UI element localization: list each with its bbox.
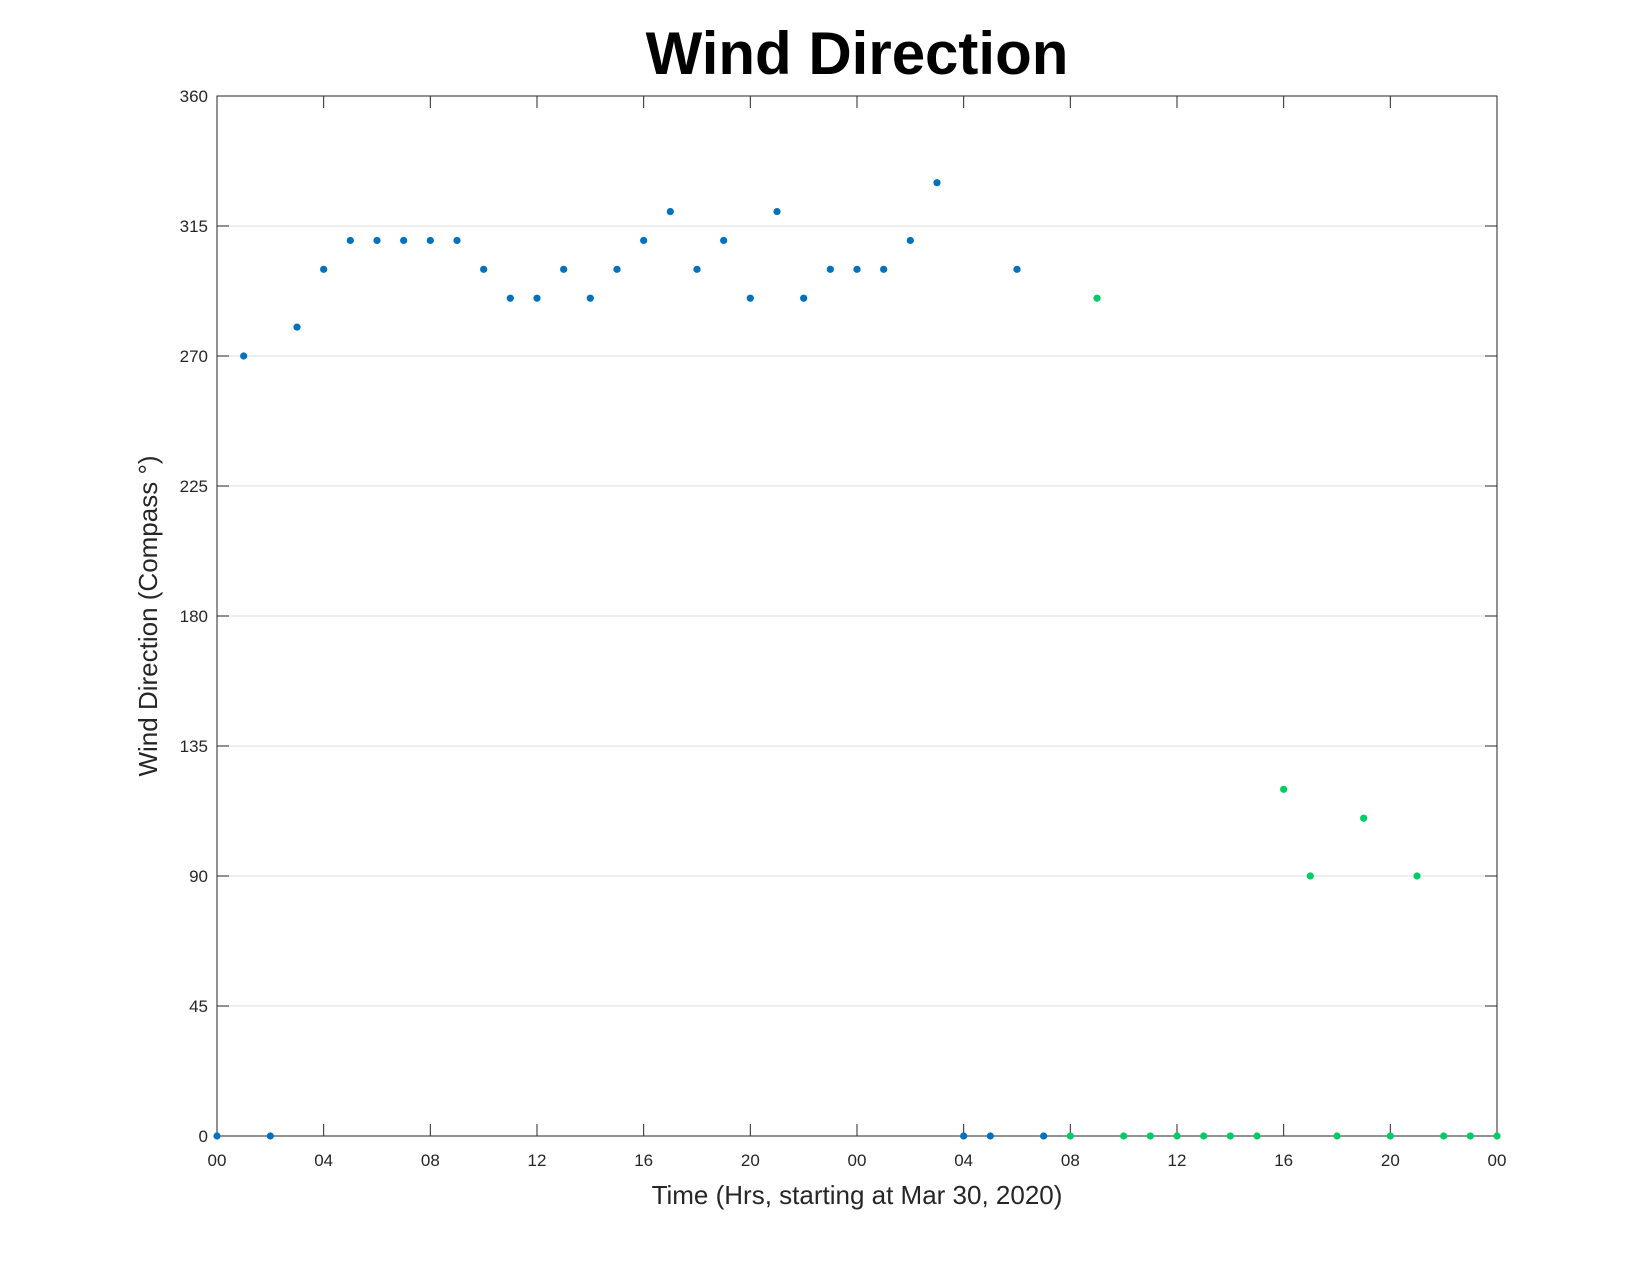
data-point-series-1 [933,179,941,187]
data-point-series-1 [560,265,568,273]
data-point-series-1 [240,352,248,360]
data-point-series-2 [1253,1132,1261,1140]
data-point-series-1 [586,294,594,302]
x-tick-label: 12 [1168,1151,1187,1170]
x-tick-label: 12 [528,1151,547,1170]
data-point-series-1 [800,294,808,302]
data-point-series-1 [613,265,621,273]
y-tick-label: 180 [180,607,208,626]
data-point-series-2 [1280,785,1288,793]
x-axis-title: Time (Hrs, starting at Mar 30, 2020) [652,1180,1063,1210]
data-point-series-1 [373,236,381,245]
y-tick-label: 225 [180,477,208,496]
data-point-series-1 [213,1132,221,1140]
data-point-series-1 [453,236,461,245]
data-point-series-2 [1333,1132,1341,1140]
y-tick-label: 45 [189,997,208,1016]
x-tick-label: 08 [421,1151,440,1170]
data-point-series-1 [426,236,434,245]
data-point-series-1 [320,265,328,273]
data-point-series-1 [293,323,301,331]
grid-lines [217,225,1497,1007]
data-point-series-1 [266,1132,274,1140]
data-point-series-2 [1360,814,1368,822]
y-tick-label: 0 [199,1127,208,1146]
data-point-series-2 [1226,1132,1234,1140]
data-point-series-2 [1413,872,1421,880]
x-tick-label: 00 [208,1151,227,1170]
data-point-series-1 [960,1132,968,1140]
data-point-series-1 [826,265,834,273]
data-point-series-1 [640,236,648,245]
data-points [213,179,1501,1140]
data-point-series-2 [1440,1132,1448,1140]
data-point-series-1 [1040,1132,1048,1140]
y-tick-label: 270 [180,347,208,366]
x-tick-label: 04 [954,1151,973,1170]
data-point-series-1 [746,294,754,302]
data-point-series-1 [693,265,701,273]
data-point-series-1 [720,236,728,245]
x-tick-label: 00 [848,1151,867,1170]
data-point-series-1 [480,265,488,273]
axis-ticks: 0 45 90 135 180 225 270 315 360 00 04 08 12 16 20 00 04 0… [180,87,1507,1170]
y-tick-label: 90 [189,867,208,886]
y-tick-label: 360 [180,87,208,106]
data-point-series-2 [1066,1132,1074,1140]
data-point-series-1 [853,265,861,273]
data-point-series-1 [773,207,781,216]
data-point-series-1 [666,207,674,216]
x-tick-label: 16 [634,1151,653,1170]
data-point-series-1 [986,1132,994,1140]
data-point-series-2 [1466,1132,1474,1140]
x-tick-label: 08 [1061,1151,1080,1170]
x-tick-label: 20 [1381,1151,1400,1170]
data-point-series-1 [880,265,888,273]
x-tick-label: 16 [1274,1151,1293,1170]
data-point-series-1 [533,294,541,302]
y-tick-label: 135 [180,737,208,756]
data-point-series-1 [400,236,408,245]
data-point-series-1 [906,236,914,245]
data-point-series-2 [1093,294,1101,302]
data-point-series-2 [1146,1132,1154,1140]
data-point-series-2 [1306,872,1314,880]
x-tick-label: 20 [741,1151,760,1170]
x-tick-label: 00 [1488,1151,1507,1170]
data-point-series-1 [506,294,514,302]
data-point-series-2 [1120,1132,1128,1140]
y-tick-label: 315 [180,217,208,236]
data-point-series-2 [1173,1132,1181,1140]
chart-title: Wind Direction [646,20,1069,87]
data-point-series-1 [1013,265,1021,273]
data-point-series-1 [346,236,354,245]
x-tick-label: 04 [314,1151,333,1170]
data-point-series-2 [1200,1132,1208,1140]
data-point-series-2 [1386,1132,1394,1140]
y-axis-title: Wind Direction (Compass °) [133,455,163,776]
data-point-series-2 [1493,1132,1501,1140]
